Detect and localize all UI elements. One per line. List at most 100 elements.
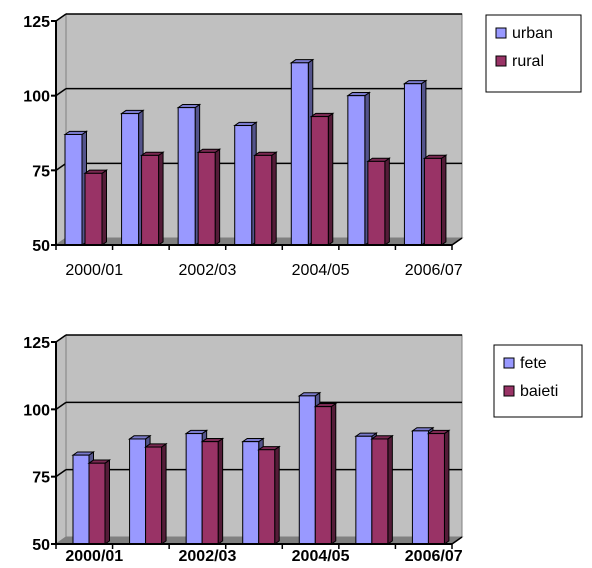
y-tick-label: 75 [32,163,50,180]
legend-swatch-urban [495,27,507,39]
bar-front-fete-3 [242,441,260,545]
bar-front-baieti-4 [314,406,332,545]
x-tick-label: 2006/07 [405,262,463,279]
x-tick-label: 2006/07 [405,548,463,565]
bar-urban-2 [176,103,202,246]
bar-side-baieti-5 [387,434,393,545]
y-tick-label: 50 [32,238,50,255]
legend-label-rural: rural [512,53,544,70]
gridline-side [55,13,67,22]
bar-baieti-3 [257,445,281,545]
chart-urban-rural: 50 75 100 125 2000/01 2002/03 2004/05 2006/07 ur… [23,13,582,279]
y-tick-label: 125 [23,14,50,31]
bar-front-fete-4 [298,395,316,545]
bar-front-rural-2 [197,151,216,246]
bar-rural-6 [422,154,448,246]
bar-baieti-5 [370,434,394,545]
bar-front-rural-6 [423,157,442,246]
bar-front-rural-3 [254,154,273,246]
bar-front-urban-6 [403,83,422,246]
x-axis-depth [451,237,463,246]
bar-side-rural-0 [101,169,107,246]
bar-baieti-4 [313,402,338,545]
bar-baieti-6 [426,429,451,545]
legend-label-fete: fete [520,355,547,372]
gridline-side [55,401,67,410]
y-tick-label: 100 [23,402,50,419]
bar-side-rural-6 [440,154,447,246]
bar-front-rural-5 [367,160,386,246]
bar-front-baieti-5 [371,438,389,545]
bar-front-rural-1 [141,154,160,246]
gridline-side [55,162,67,171]
y-tick-label: 100 [23,89,50,106]
bar-side-rural-4 [327,112,334,246]
bar-rural-4 [309,112,335,246]
bar-side-rural-1 [158,151,164,246]
bar-side-baieti-2 [217,437,224,545]
x-axis-depth [451,536,463,545]
x-tick-label: 2002/03 [179,262,237,279]
chart-fete-baieti: 50 75 100 125 2000/01 2002/03 2004/05 2006/07 fe… [23,334,583,565]
bar-side-rural-2 [214,148,221,246]
plot-area-side-wall [55,334,67,545]
bar-front-baieti-2 [201,441,219,545]
legend: urban rural [485,14,582,93]
bar-rural-5 [366,157,391,246]
bar-front-baieti-1 [145,446,163,545]
x-tick-label: 2000/01 [65,262,123,279]
bar-rural-1 [139,151,165,246]
gridline-side [55,88,67,97]
bar-front-urban-4 [290,62,309,246]
bar-front-urban-3 [234,125,253,246]
bar-side-baieti-4 [330,402,337,545]
bar-urban-4 [289,58,315,246]
legend-box [493,344,583,418]
bar-front-urban-1 [121,113,140,246]
bar-side-baieti-3 [274,445,280,545]
bar-front-fete-0 [72,454,90,545]
bar-baieti-2 [200,437,225,545]
bar-rural-3 [253,151,278,246]
bar-side-rural-3 [271,151,277,246]
legend-swatch-rural [495,55,507,67]
bar-front-baieti-6 [427,433,445,545]
bar-front-fete-2 [185,433,203,545]
bar-baieti-1 [143,442,168,545]
gridline-side [55,334,67,343]
y-tick-label: 75 [32,470,50,487]
y-tick-label: 125 [23,335,50,352]
bar-front-fete-5 [355,435,373,545]
bar-rural-0 [83,169,109,246]
bar-front-fete-1 [129,438,147,545]
x-tick-label: 2004/05 [292,262,350,279]
legend-swatch-baieti [503,385,515,397]
bar-front-urban-0 [64,133,83,246]
bar-front-rural-4 [310,116,329,246]
bar-side-baieti-6 [443,429,450,545]
bar-side-rural-5 [384,157,390,246]
bar-front-fete-6 [411,430,429,545]
bar-front-urban-2 [177,107,196,246]
bar-urban-0 [63,130,89,246]
bar-urban-6 [402,79,428,246]
bar-front-rural-0 [84,172,103,246]
bar-front-baieti-3 [258,449,276,545]
x-tick-label: 2000/01 [65,548,123,565]
gridline-side [55,469,67,478]
legend: fete baieti [493,344,583,418]
legend-label-urban: urban [512,25,553,42]
y-tick-label: 50 [32,537,50,554]
x-tick-label: 2002/03 [179,548,237,565]
bar-front-baieti-0 [88,462,106,545]
bar-urban-1 [119,109,145,246]
x-tick-label: 2004/05 [292,548,350,565]
bar-side-baieti-0 [104,459,110,545]
bar-baieti-0 [87,459,112,545]
bar-side-baieti-1 [161,442,167,545]
bar-urban-3 [233,121,258,246]
bar-urban-5 [346,91,371,246]
legend-swatch-fete [503,357,515,369]
bar-rural-2 [196,148,222,246]
